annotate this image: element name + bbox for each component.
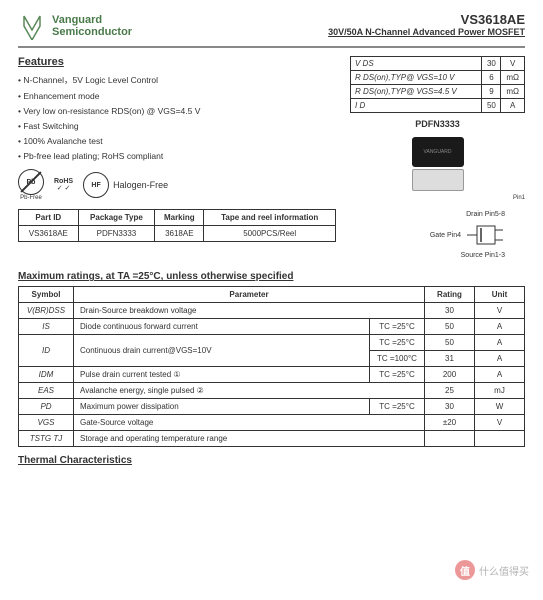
- part-th: Package Type: [78, 210, 155, 226]
- feature-item: Fast Switching: [18, 121, 336, 131]
- feature-item: N-Channel，5V Logic Level Control: [18, 74, 336, 86]
- logo-icon: [18, 12, 46, 40]
- pb-free-badge: Pb Pb-Free: [18, 169, 44, 201]
- part-td: VS3618AE: [19, 226, 79, 242]
- part-table: Part ID Package Type Marking Tape and re…: [18, 209, 336, 242]
- watermark-text: 什么值得买: [479, 563, 529, 578]
- badges: Pb Pb-Free RoHS ✓ ✓ HF Halogen-Free: [18, 169, 336, 201]
- logo-line2: Semiconductor: [52, 26, 132, 38]
- title-block: VS3618AE 30V/50A N-Channel Advanced Powe…: [328, 12, 525, 37]
- logo: Vanguard Semiconductor: [18, 12, 132, 40]
- feature-item: Enhancement mode: [18, 91, 336, 101]
- part-th: Marking: [155, 210, 204, 226]
- divider: [18, 46, 525, 48]
- package-label: PDFN3333: [350, 119, 525, 129]
- spec-table: V DS30V R DS(on),TYP@ VGS=10 V6mΩ R DS(o…: [350, 56, 525, 113]
- watermark: 值 什么值得买: [455, 560, 529, 580]
- package-image: VANGUARD: [408, 133, 468, 193]
- features-title: Features: [18, 56, 336, 68]
- part-desc: 30V/50A N-Channel Advanced Power MOSFET: [328, 27, 525, 37]
- max-ratings-title: Maximum ratings, at TA =25°C, unless oth…: [18, 271, 525, 282]
- thermal-title: Thermal Characteristics: [18, 455, 525, 466]
- features-list: N-Channel，5V Logic Level Control Enhance…: [18, 74, 336, 161]
- part-number: VS3618AE: [328, 12, 525, 27]
- feature-item: Pb-free lead plating; RoHS compliant: [18, 151, 336, 161]
- part-td: 3618AE: [155, 226, 204, 242]
- halogen-badge: HF Halogen-Free: [83, 172, 168, 198]
- part-th: Tape and reel information: [204, 210, 336, 226]
- feature-item: 100% Avalanche test: [18, 136, 336, 146]
- rohs-badge: RoHS ✓ ✓: [54, 178, 73, 192]
- max-ratings-table: Symbol Parameter Rating Unit V(BR)DSSDra…: [18, 286, 525, 447]
- header: Vanguard Semiconductor VS3618AE 30V/50A …: [18, 12, 525, 40]
- pinout-diagram: Drain Pin5-8 Gate Pin4 Source Pin1-3: [350, 209, 525, 261]
- part-th: Part ID: [19, 210, 79, 226]
- logo-line1: Vanguard: [52, 14, 132, 26]
- feature-item: Very low on-resistance RDS(on) @ VGS=4.5…: [18, 106, 336, 116]
- watermark-icon: 值: [455, 560, 475, 580]
- part-td: 5000PCS/Reel: [204, 226, 336, 242]
- pin1-label: Pin1: [350, 195, 525, 201]
- part-td: PDFN3333: [78, 226, 155, 242]
